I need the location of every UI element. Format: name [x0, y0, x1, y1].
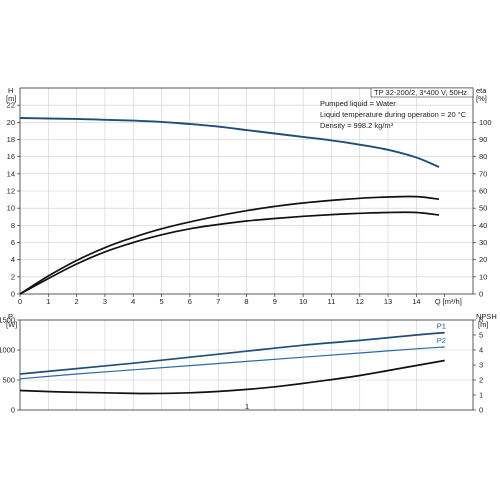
x-tick-label: 2 [75, 297, 79, 306]
npsh-tick-label: 3 [479, 361, 483, 370]
x-tick-label: 3 [103, 297, 107, 306]
y-left-tick-label: 20 [7, 118, 15, 127]
p-tick-label: 1500 [0, 316, 15, 325]
upper-series-line-0 [19, 117, 440, 168]
npsh-tick-label: 0 [479, 406, 483, 415]
y-right-tick-label: 70 [479, 169, 487, 178]
x-tick-label: 6 [188, 297, 192, 306]
p-tick-label: 0 [11, 406, 15, 415]
npsh-tick-label: 1 [479, 391, 483, 400]
npsh-tick-label: 2 [479, 376, 483, 385]
y-left-tick-label: 22 [7, 101, 15, 110]
y-left-tick-label: 14 [7, 169, 15, 178]
upper-grid [20, 88, 473, 294]
y-right-tick-label: 30 [479, 238, 487, 247]
x-tick-label: 4 [131, 297, 135, 306]
y-right-tick-label: 100 [479, 118, 492, 127]
x-tick-label: 5 [159, 297, 163, 306]
x-tick-label: 14 [412, 297, 420, 306]
y-left-tick-label: 12 [7, 187, 15, 196]
y-right-tick-label: 90 [479, 135, 487, 144]
upper-left-axis-unit: [m] [6, 94, 16, 103]
y-right-tick-label: 60 [479, 187, 487, 196]
x-tick-label: Q [m³/h] [435, 297, 462, 306]
upper-chart: H [m] eta [%] TP 32-200/2, 3*400 V, 50Hz… [6, 86, 492, 306]
lower-series: P1 P2 [19, 322, 446, 395]
info-line-1: Pumped liquid = Water [320, 99, 396, 108]
lower-series-line-1 [19, 346, 445, 380]
npsh-tick-label: 5 [479, 331, 483, 340]
upper-right-axis-unit: [%] [476, 94, 487, 103]
x-tick-label: 12 [356, 297, 364, 306]
upper-series-line-1 [19, 195, 440, 295]
y-left-tick-label: 0 [11, 290, 15, 299]
y-right-tick-label: 50 [479, 204, 487, 213]
y-left-tick-label: 2 [11, 272, 15, 281]
x-tick-label: 9 [273, 297, 277, 306]
upper-ticks: 0 1 2 3 4 5 6 7 8 9 10 11 12 13 14 Q [m³/h]024681012141… [7, 101, 492, 306]
p-tick-label: 1000 [0, 346, 15, 355]
x-tick-label: 7 [216, 297, 220, 306]
x-tick-label: 8 [244, 297, 248, 306]
series-label-p2: P2 [437, 336, 446, 345]
x-tick-label: 0 [18, 297, 22, 306]
npsh-tick-label: 4 [479, 346, 483, 355]
y-left-tick-label: 10 [7, 204, 15, 213]
y-right-tick-label: 80 [479, 152, 487, 161]
title-box [370, 87, 474, 98]
y-right-tick-label: 20 [479, 255, 487, 264]
series-label-p1: P1 [437, 322, 446, 331]
curve-annotation: 1 [245, 402, 249, 411]
chart-title: TP 32-200/2, 3*400 V, 50Hz [374, 88, 467, 97]
y-right-tick-label: 0 [479, 290, 483, 299]
p-tick-label: 500 [2, 376, 15, 385]
lower-ticks: 0 500 1000 1500 0 1 2 3 4 5 6 [0, 316, 483, 415]
npsh-tick-label: 6 [479, 316, 483, 325]
y-right-tick-label: 40 [479, 221, 487, 230]
upper-right-axis-name: eta [476, 86, 487, 95]
lower-series-line-0 [19, 331, 445, 375]
upper-series [19, 117, 440, 295]
upper-left-axis-name: H [8, 86, 13, 95]
y-right-tick-label: 10 [479, 272, 487, 281]
lower-left-axis-name: P [8, 312, 13, 321]
info-line-2: Liquid temperature during operation = 20… [320, 110, 467, 119]
y-left-tick-label: 6 [11, 238, 15, 247]
y-left-tick-label: 16 [7, 152, 15, 161]
x-tick-label: 11 [328, 297, 336, 306]
x-tick-label: 13 [384, 297, 392, 306]
y-left-tick-label: 18 [7, 135, 15, 144]
y-left-tick-label: 4 [11, 255, 15, 264]
info-line-3: Density = 998.2 kg/m³ [320, 121, 394, 130]
lower-left-axis-unit: [W] [6, 320, 17, 329]
upper-series-line-2 [19, 211, 440, 295]
x-tick-label: 10 [299, 297, 307, 306]
x-tick-label: 1 [46, 297, 50, 306]
lower-right-axis-name: NPSH [476, 312, 497, 321]
lower-grid [20, 320, 473, 410]
y-left-tick-label: 8 [11, 221, 15, 230]
lower-right-axis-unit: [m] [478, 320, 488, 329]
lower-series-line-2 [19, 359, 445, 395]
